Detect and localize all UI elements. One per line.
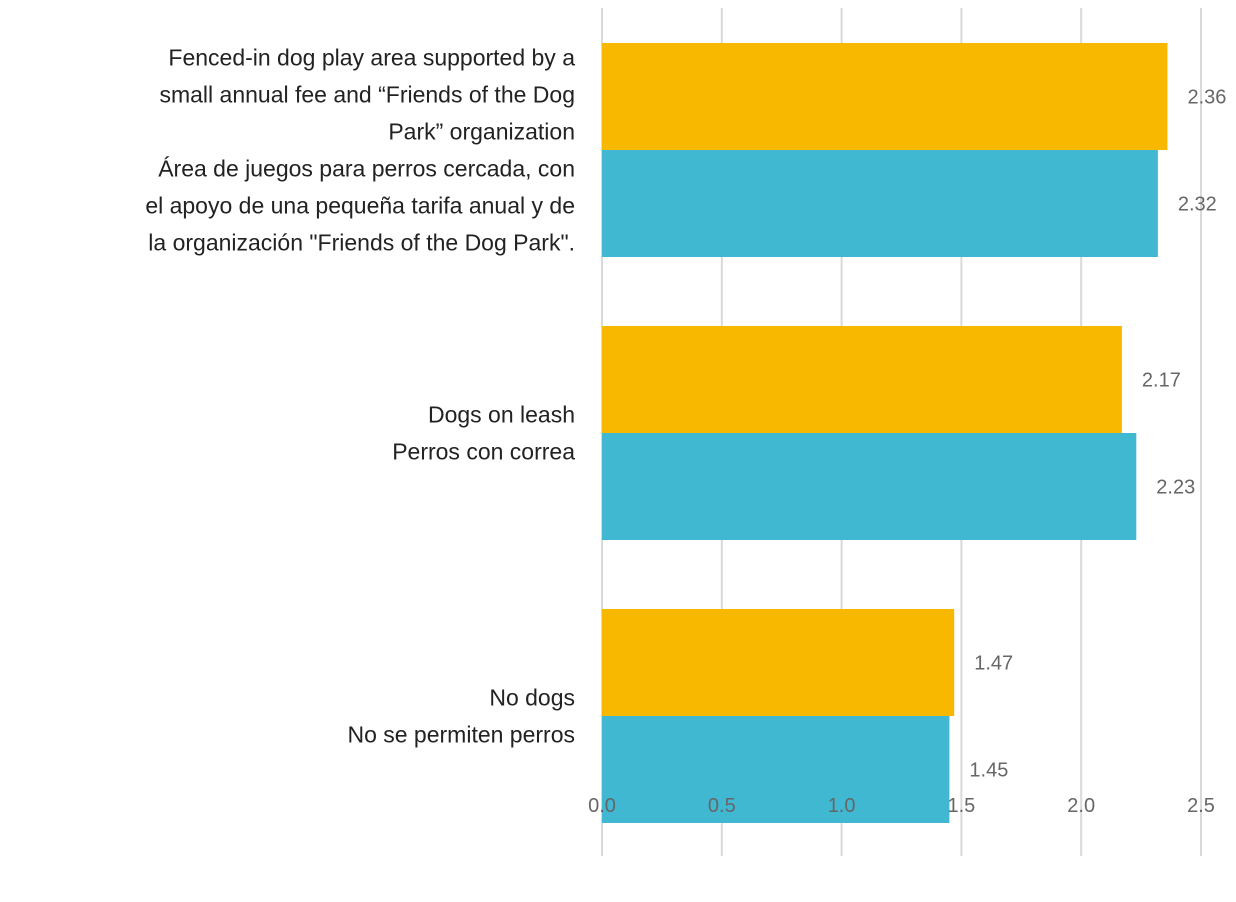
x-tick-label: 2.0 bbox=[1067, 795, 1095, 817]
category-label-line: Fenced-in dog play area supported by a bbox=[168, 45, 575, 71]
bar bbox=[602, 433, 1137, 540]
bar bbox=[602, 150, 1158, 257]
category-label-line: el apoyo de una pequeña tarifa anual y d… bbox=[145, 193, 575, 219]
category-label-line: la organización "Friends of the Dog Park… bbox=[148, 230, 575, 256]
category-label-line: Área de juegos para perros cercada, con bbox=[158, 156, 575, 182]
data-label: 2.17 bbox=[1142, 370, 1181, 392]
category-label-line: No dogs bbox=[489, 685, 575, 711]
x-tick-label: 1.0 bbox=[828, 795, 856, 817]
category-label: No dogs No se permiten perros bbox=[347, 685, 575, 748]
x-tick-label: 0.0 bbox=[588, 795, 616, 817]
category-label-line: Dogs on leash bbox=[428, 402, 575, 428]
x-tick-label: 1.5 bbox=[947, 795, 975, 817]
data-label: 2.23 bbox=[1156, 477, 1195, 499]
bar bbox=[602, 609, 955, 716]
bar bbox=[602, 716, 950, 823]
data-label: 1.45 bbox=[969, 760, 1008, 782]
category-label-line: Park” organization bbox=[388, 119, 575, 145]
category-label-line: Perros con correa bbox=[392, 439, 575, 465]
category-label-line: No se permiten perros bbox=[347, 722, 575, 748]
x-tick-label: 0.5 bbox=[708, 795, 736, 817]
label-layer: 0.0 0.5 1.0 1.5 2.0 2.5 2.36 2.17 1.47 2.32 2.23 1.… bbox=[145, 45, 1226, 818]
bar bbox=[602, 326, 1122, 433]
data-label: 1.47 bbox=[974, 653, 1013, 675]
data-label: 2.32 bbox=[1178, 194, 1217, 216]
bar-layer bbox=[602, 43, 1168, 823]
bar bbox=[602, 43, 1168, 150]
x-tick-label: 2.5 bbox=[1187, 795, 1215, 817]
category-label: Dogs on leash Perros con correa bbox=[392, 402, 575, 465]
data-label: 2.36 bbox=[1187, 87, 1226, 109]
category-label: Fenced-in dog play area supported by a sm… bbox=[145, 45, 575, 256]
category-label-line: small annual fee and “Friends of the Dog bbox=[159, 82, 575, 108]
